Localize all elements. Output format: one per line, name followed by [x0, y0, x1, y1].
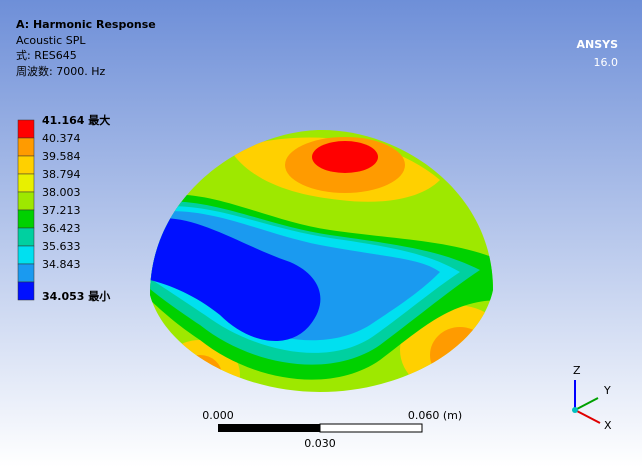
triad-x: X	[604, 419, 612, 432]
scale-start: 0.000	[202, 409, 234, 422]
legend-swatch	[17, 173, 35, 193]
header: A: Harmonic Response Acoustic SPL 式: RES…	[16, 18, 156, 78]
axis-triad: Z Y X	[572, 364, 612, 432]
frequency: 周波数: 7000. Hz	[16, 65, 105, 78]
legend-swatch	[17, 263, 35, 283]
legend-swatch	[17, 281, 35, 301]
logo-version: 16.0	[594, 56, 619, 69]
scale-bar: 0.000 0.060 (m) 0.030	[202, 409, 462, 450]
legend-swatch	[17, 245, 35, 265]
triad-y: Y	[603, 384, 611, 397]
logo-name: ANSYS	[576, 38, 618, 51]
scale-end: 0.060 (m)	[408, 409, 462, 422]
legend-label: 39.584	[42, 150, 81, 163]
legend-swatch	[17, 227, 35, 247]
legend-label: 34.053 最小	[42, 289, 110, 303]
legend-label: 35.633	[42, 240, 81, 253]
legend-swatch	[17, 137, 35, 157]
logo: ANSYS 16.0	[576, 38, 618, 69]
triad-z: Z	[573, 364, 581, 377]
scale-mid: 0.030	[304, 437, 336, 450]
legend-label: 36.423	[42, 222, 81, 235]
legend-swatch	[17, 191, 35, 211]
expression: 式: RES645	[16, 49, 77, 62]
legend-label: 37.213	[42, 204, 81, 217]
legend: 41.164 最大 40.374 39.584 38.794 38.003 37.213 3…	[17, 113, 110, 303]
legend-label: 38.003	[42, 186, 81, 199]
legend-label: 34.843	[42, 258, 81, 271]
analysis-title: A: Harmonic Response	[16, 18, 156, 31]
legend-label: 40.374	[42, 132, 81, 145]
legend-label: 41.164 最大	[42, 113, 110, 127]
result-name: Acoustic SPL	[16, 34, 86, 47]
legend-swatch	[17, 155, 35, 175]
legend-label: 38.794	[42, 168, 81, 181]
legend-swatch	[17, 209, 35, 229]
legend-swatch	[17, 119, 35, 139]
